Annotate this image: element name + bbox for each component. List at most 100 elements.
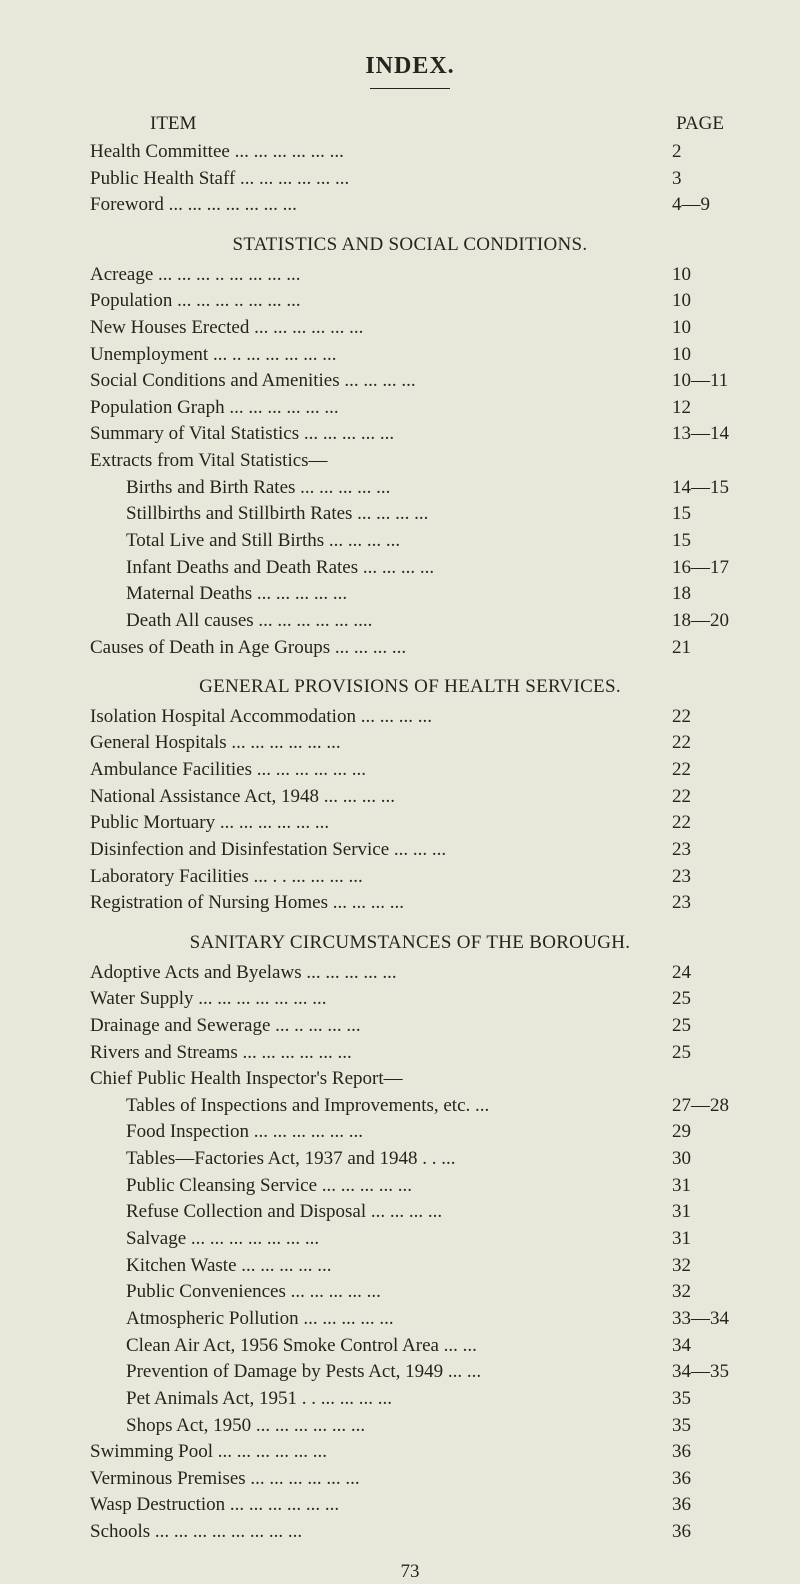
index-row: Registration of Nursing Homes ... ... ..… xyxy=(90,890,730,916)
index-row: Clean Air Act, 1956 Smoke Control Area .… xyxy=(90,1333,730,1359)
index-row: Births and Birth Rates ... ... ... ... .… xyxy=(90,475,730,501)
index-row-label: Births and Birth Rates ... ... ... ... .… xyxy=(90,475,658,501)
index-row: Public Conveniences ... ... ... ... ...3… xyxy=(90,1279,730,1305)
index-row-label: Tables of Inspections and Improvements, … xyxy=(90,1093,658,1119)
page-number: 73 xyxy=(90,1559,730,1584)
column-headers: ITEM PAGE xyxy=(90,111,730,137)
index-row: Summary of Vital Statistics ... ... ... … xyxy=(90,421,730,447)
index-row-label: Chief Public Health Inspector's Report— xyxy=(90,1066,658,1092)
index-row: Water Supply ... ... ... ... ... ... ...… xyxy=(90,986,730,1012)
index-row-page: 3 xyxy=(658,166,730,192)
index-row-page: 23 xyxy=(658,837,730,863)
index-row: Infant Deaths and Death Rates ... ... ..… xyxy=(90,555,730,581)
index-row-label: Registration of Nursing Homes ... ... ..… xyxy=(90,890,658,916)
section-heading: SANITARY CIRCUMSTANCES OF THE BOROUGH. xyxy=(90,930,730,956)
index-row-page: 25 xyxy=(658,1013,730,1039)
index-row: Pet Animals Act, 1951 . . ... ... ... ..… xyxy=(90,1386,730,1412)
index-row: Population Graph ... ... ... ... ... ...… xyxy=(90,395,730,421)
index-row-page: 24 xyxy=(658,960,730,986)
index-row-label: Social Conditions and Amenities ... ... … xyxy=(90,368,658,394)
index-row: Drainage and Sewerage ... .. ... ... ...… xyxy=(90,1013,730,1039)
index-row-label: Death All causes ... ... ... ... ... ...… xyxy=(90,608,658,634)
index-row: Public Health Staff ... ... ... ... ... … xyxy=(90,166,730,192)
index-row: Disinfection and Disinfestation Service … xyxy=(90,837,730,863)
index-row-page: 34 xyxy=(658,1333,730,1359)
index-row: Maternal Deaths ... ... ... ... ...18 xyxy=(90,581,730,607)
index-row-page: 4—9 xyxy=(658,192,730,218)
index-row-page: 25 xyxy=(658,986,730,1012)
index-row-label: Ambulance Facilities ... ... ... ... ...… xyxy=(90,757,658,783)
index-title: INDEX. xyxy=(90,50,730,82)
index-row-label: Public Mortuary ... ... ... ... ... ... xyxy=(90,810,658,836)
index-row-page: 36 xyxy=(658,1519,730,1545)
index-row-label: Population ... ... ... .. ... ... ... xyxy=(90,288,658,314)
index-row: Public Mortuary ... ... ... ... ... ...2… xyxy=(90,810,730,836)
index-row: Refuse Collection and Disposal ... ... .… xyxy=(90,1199,730,1225)
index-row-label: Pet Animals Act, 1951 . . ... ... ... ..… xyxy=(90,1386,658,1412)
index-row-label: Shops Act, 1950 ... ... ... ... ... ... xyxy=(90,1413,658,1439)
index-row: Shops Act, 1950 ... ... ... ... ... ...3… xyxy=(90,1413,730,1439)
index-row: Kitchen Waste ... ... ... ... ...32 xyxy=(90,1253,730,1279)
index-row-page: 31 xyxy=(658,1226,730,1252)
index-row: Salvage ... ... ... ... ... ... ...31 xyxy=(90,1226,730,1252)
index-row-label: Total Live and Still Births ... ... ... … xyxy=(90,528,658,554)
index-row-page: 15 xyxy=(658,501,730,527)
index-row-label: Health Committee ... ... ... ... ... ... xyxy=(90,139,658,165)
index-row-label: Foreword ... ... ... ... ... ... ... xyxy=(90,192,658,218)
index-row-page: 33—34 xyxy=(658,1306,730,1332)
index-row-label: General Hospitals ... ... ... ... ... ..… xyxy=(90,730,658,756)
header-page: PAGE xyxy=(676,111,730,137)
index-row-page: 15 xyxy=(658,528,730,554)
index-row-label: Kitchen Waste ... ... ... ... ... xyxy=(90,1253,658,1279)
index-row-label: Public Cleansing Service ... ... ... ...… xyxy=(90,1173,658,1199)
index-row: Foreword ... ... ... ... ... ... ...4—9 xyxy=(90,192,730,218)
index-row-label: Maternal Deaths ... ... ... ... ... xyxy=(90,581,658,607)
section-heading: GENERAL PROVISIONS OF HEALTH SERVICES. xyxy=(90,674,730,700)
index-row-page: 34—35 xyxy=(658,1359,730,1385)
index-row-page: 29 xyxy=(658,1119,730,1145)
index-row: Acreage ... ... ... .. ... ... ... ...10 xyxy=(90,262,730,288)
index-row-label: Schools ... ... ... ... ... ... ... ... xyxy=(90,1519,658,1545)
index-row: Social Conditions and Amenities ... ... … xyxy=(90,368,730,394)
index-row-page: 27—28 xyxy=(658,1093,730,1119)
header-item: ITEM xyxy=(90,111,196,137)
index-row-label: Water Supply ... ... ... ... ... ... ... xyxy=(90,986,658,1012)
index-row-label: Public Conveniences ... ... ... ... ... xyxy=(90,1279,658,1305)
index-row-page: 23 xyxy=(658,864,730,890)
index-row-page: 22 xyxy=(658,757,730,783)
index-row-page: 18—20 xyxy=(658,608,730,634)
index-row-label: Drainage and Sewerage ... .. ... ... ... xyxy=(90,1013,658,1039)
index-row: Food Inspection ... ... ... ... ... ...2… xyxy=(90,1119,730,1145)
index-row-label: Public Health Staff ... ... ... ... ... … xyxy=(90,166,658,192)
index-row: National Assistance Act, 1948 ... ... ..… xyxy=(90,784,730,810)
index-row-label: Isolation Hospital Accommodation ... ...… xyxy=(90,704,658,730)
index-row-page: 14—15 xyxy=(658,475,730,501)
index-row-label: Salvage ... ... ... ... ... ... ... xyxy=(90,1226,658,1252)
index-row: Death All causes ... ... ... ... ... ...… xyxy=(90,608,730,634)
index-row-label: New Houses Erected ... ... ... ... ... .… xyxy=(90,315,658,341)
index-row-label: Disinfection and Disinfestation Service … xyxy=(90,837,658,863)
index-row-label: Laboratory Facilities ... . . ... ... ..… xyxy=(90,864,658,890)
index-sections: STATISTICS AND SOCIAL CONDITIONS.Acreage… xyxy=(90,232,730,1545)
index-row-page: 18 xyxy=(658,581,730,607)
index-row-page: 22 xyxy=(658,810,730,836)
index-row-page: 22 xyxy=(658,730,730,756)
intro-entries: Health Committee ... ... ... ... ... ...… xyxy=(90,139,730,218)
index-row: Atmospheric Pollution ... ... ... ... ..… xyxy=(90,1306,730,1332)
index-row-label: Population Graph ... ... ... ... ... ... xyxy=(90,395,658,421)
index-row-label: Stillbirths and Stillbirth Rates ... ...… xyxy=(90,501,658,527)
index-row: Population ... ... ... .. ... ... ...10 xyxy=(90,288,730,314)
index-row: New Houses Erected ... ... ... ... ... .… xyxy=(90,315,730,341)
index-row-page: 10 xyxy=(658,288,730,314)
index-row-page: 32 xyxy=(658,1253,730,1279)
index-row: Swimming Pool ... ... ... ... ... ...36 xyxy=(90,1439,730,1465)
index-row-label: Clean Air Act, 1956 Smoke Control Area .… xyxy=(90,1333,658,1359)
index-row-page: 12 xyxy=(658,395,730,421)
index-row: Schools ... ... ... ... ... ... ... ...3… xyxy=(90,1519,730,1545)
index-row: Rivers and Streams ... ... ... ... ... .… xyxy=(90,1040,730,1066)
index-row: Extracts from Vital Statistics— xyxy=(90,448,730,474)
index-row-label: Adoptive Acts and Byelaws ... ... ... ..… xyxy=(90,960,658,986)
index-row: Isolation Hospital Accommodation ... ...… xyxy=(90,704,730,730)
index-row: Tables—Factories Act, 1937 and 1948 . . … xyxy=(90,1146,730,1172)
index-row-label: Causes of Death in Age Groups ... ... ..… xyxy=(90,635,658,661)
